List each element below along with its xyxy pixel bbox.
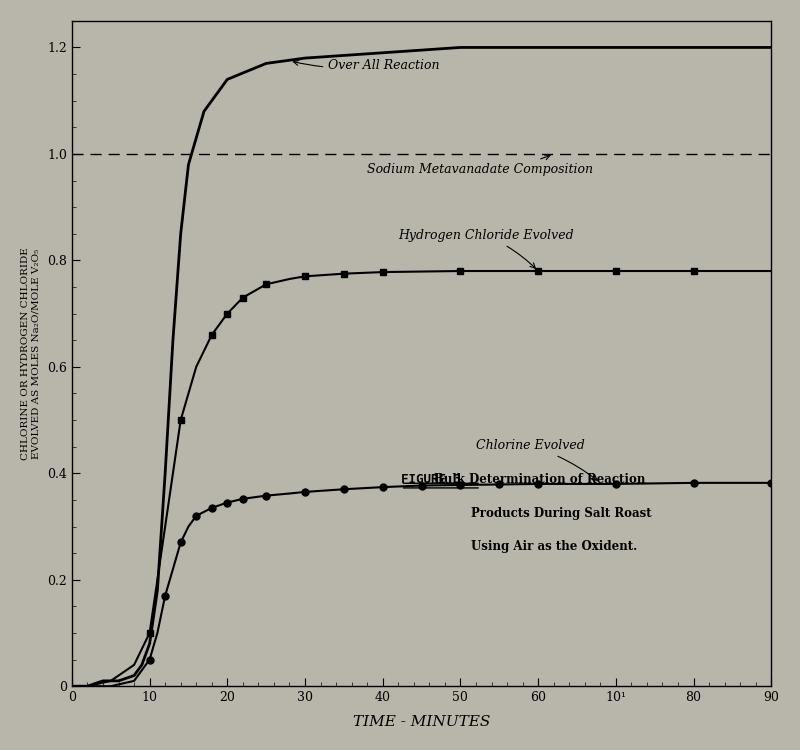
- X-axis label: TIME - MINUTES: TIME - MINUTES: [353, 716, 490, 729]
- Text: Over All Reaction: Over All Reaction: [294, 58, 440, 72]
- Y-axis label: CHLORINE OR HYDROGEN CHLORIDE
EVOLVED AS MOLES Na₂O/MOLE V₂O₅: CHLORINE OR HYDROGEN CHLORIDE EVOLVED AS…: [21, 248, 40, 460]
- Text: FIGURE 3: FIGURE 3: [401, 473, 461, 486]
- Text: Hydrogen Chloride Evolved: Hydrogen Chloride Evolved: [398, 229, 574, 268]
- Text: Chlorine Evolved: Chlorine Evolved: [476, 440, 597, 480]
- Text: Products During Salt Roast: Products During Salt Roast: [470, 506, 651, 520]
- Text: Using Air as the Oxident.: Using Air as the Oxident.: [470, 540, 637, 553]
- Text: Bulk Determination of Reaction: Bulk Determination of Reaction: [401, 473, 645, 486]
- Text: Sodium Metavanadate Composition: Sodium Metavanadate Composition: [367, 155, 593, 176]
